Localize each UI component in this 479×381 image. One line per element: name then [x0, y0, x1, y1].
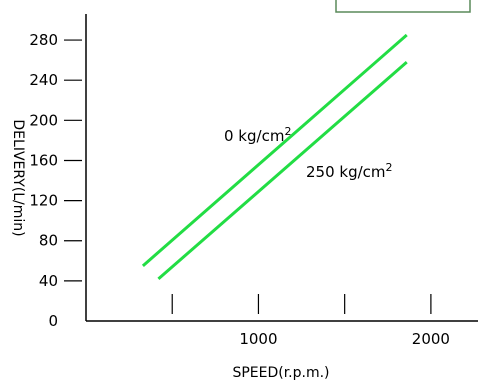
top-right-frame [335, 0, 471, 13]
y-axis-label: DELIVERY(L/min) [10, 119, 26, 236]
series-group [141, 33, 408, 280]
x-tick-label: 2000 [412, 330, 450, 348]
y-tick-label: 160 [29, 151, 58, 169]
y-tick-label: 200 [29, 111, 58, 129]
y-tick-label: 280 [29, 31, 58, 49]
x-axis-label: SPEED(r.p.m.) [232, 365, 329, 381]
series-annotation-0kg: 0 kg/cm2 [224, 125, 291, 145]
series-line-1 [157, 61, 408, 280]
y-tick-label: 0 [48, 312, 58, 330]
y-tick-label: 80 [39, 232, 58, 250]
series-line-0 [141, 33, 408, 267]
series-annotation-250kg: 250 kg/cm2 [306, 161, 393, 181]
y-tick-label: 120 [29, 192, 58, 210]
x-axis-ticks: 1000 2000 [171, 294, 450, 348]
x-tick-label: 1000 [239, 330, 277, 348]
y-tick-label: 240 [29, 71, 58, 89]
y-tick-label: 40 [39, 272, 58, 290]
y-axis-ticks: 0 40 80 120 160 200 240 280 [29, 31, 82, 330]
